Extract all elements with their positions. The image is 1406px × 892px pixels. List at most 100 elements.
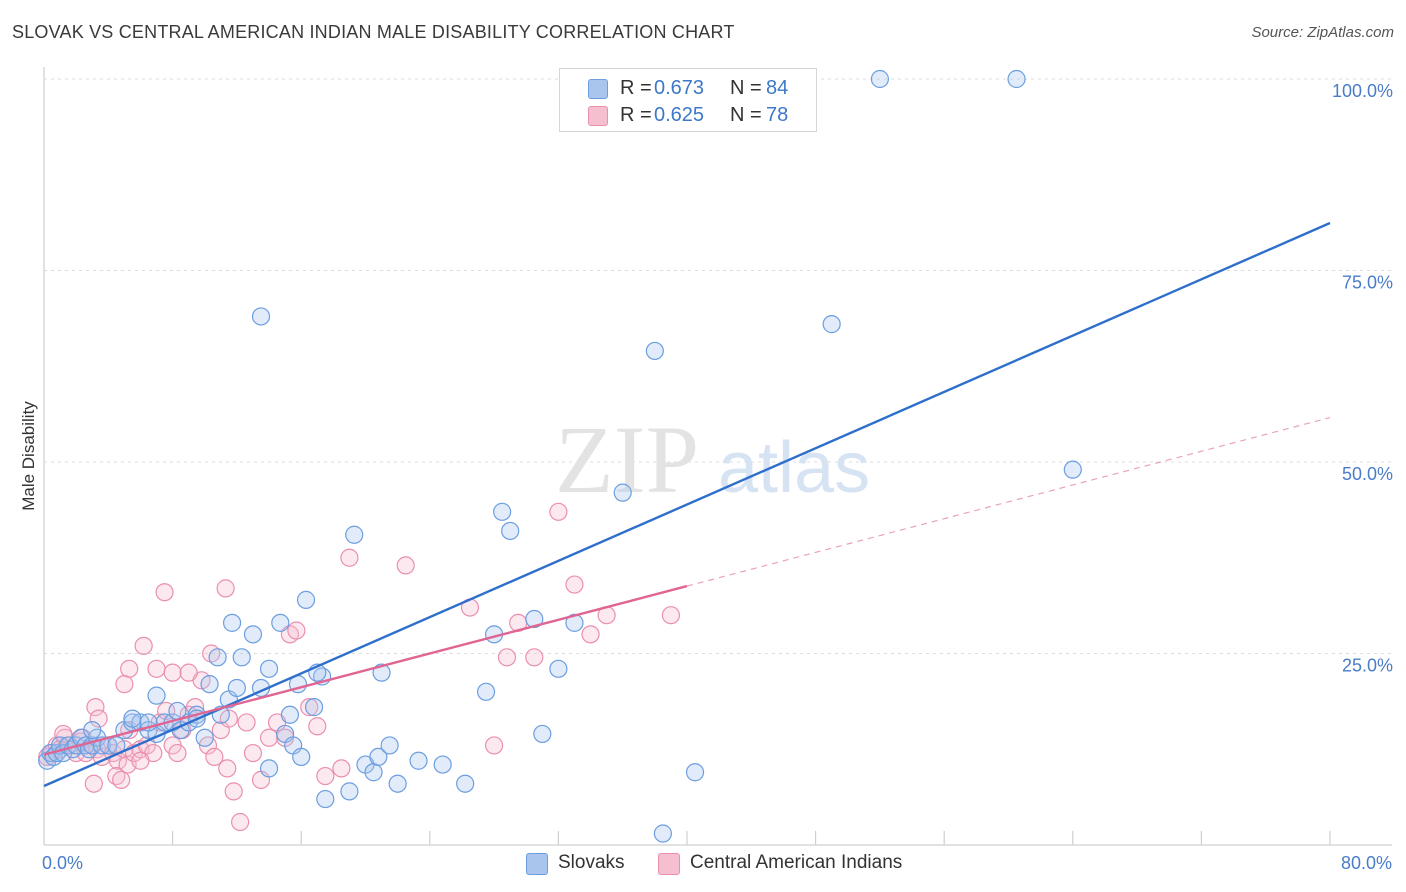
- data-point-slovaks: [645, 341, 664, 361]
- data-point-central-american-indians: [115, 675, 134, 694]
- data-point-slovaks: [195, 728, 214, 747]
- tick-labels: 25.0% 50.0% 75.0% 100.0% 0.0% 80.0%: [42, 81, 1393, 873]
- data-point-central-american-indians: [147, 659, 166, 678]
- data-point-slovaks: [1063, 460, 1082, 479]
- legend-n-value: 78: [766, 104, 789, 126]
- data-point-slovaks: [533, 724, 552, 744]
- data-point-central-american-indians: [155, 583, 174, 602]
- data-point-slovaks: [259, 759, 279, 778]
- legend-r-label: R =: [620, 104, 652, 126]
- data-point-slovaks: [243, 625, 263, 644]
- data-point-slovaks: [476, 682, 496, 701]
- data-point-central-american-indians: [497, 648, 517, 667]
- data-point-central-american-indians: [549, 502, 568, 521]
- axes: [43, 67, 1392, 846]
- data-point-slovaks: [685, 763, 705, 782]
- data-point-central-american-indians: [661, 606, 681, 625]
- data-point-slovaks: [123, 709, 142, 728]
- data-point-central-american-indians: [179, 663, 198, 682]
- data-point-central-american-indians: [163, 663, 182, 682]
- bottom-legend-swatch-slovaks: [526, 853, 548, 875]
- data-point-central-american-indians: [224, 782, 243, 801]
- data-point-slovaks: [296, 590, 316, 609]
- data-point-central-american-indians: [120, 659, 139, 678]
- source-label: Source: ZipAtlas.com: [1251, 24, 1394, 41]
- y-tick-label: 75.0%: [1342, 273, 1393, 293]
- data-point-slovaks: [525, 609, 544, 629]
- data-point-slovaks: [1007, 69, 1026, 89]
- trend-line-slovaks: [43, 221, 1331, 788]
- data-point-slovaks: [613, 483, 632, 502]
- data-point-central-american-indians: [259, 728, 279, 747]
- data-point-central-american-indians: [581, 625, 600, 644]
- data-point-central-american-indians: [287, 621, 306, 640]
- data-point-central-american-indians: [131, 751, 150, 770]
- watermark-zip: ZIP: [555, 406, 699, 513]
- data-point-slovaks: [822, 315, 841, 334]
- trend-lines: [43, 221, 1331, 788]
- legend-r-value: 0.673: [654, 77, 705, 99]
- data-point-slovaks: [870, 69, 890, 89]
- data-point-slovaks: [259, 659, 279, 678]
- legend-swatch-slovaks: [588, 79, 608, 99]
- data-point-slovaks: [456, 774, 475, 793]
- grid-lines: [44, 78, 1392, 654]
- data-point-central-american-indians: [168, 743, 187, 763]
- data-point-central-american-indians: [340, 548, 359, 567]
- data-point-slovaks: [280, 705, 300, 724]
- y-tick-label: 100.0%: [1332, 81, 1393, 101]
- data-point-slovaks: [345, 525, 364, 544]
- data-point-central-american-indians: [54, 724, 73, 744]
- data-point-central-american-indians: [396, 556, 415, 575]
- data-point-central-american-indians: [231, 812, 250, 832]
- legend-n-value: 84: [766, 77, 789, 99]
- data-point-slovaks: [501, 521, 520, 541]
- data-point-central-american-indians: [112, 770, 131, 789]
- data-point-central-american-indians: [84, 774, 103, 793]
- data-point-slovaks: [208, 648, 227, 667]
- trend-line-central-american-indians: [43, 584, 688, 756]
- data-point-slovaks: [364, 763, 383, 782]
- data-point-slovaks: [340, 782, 359, 801]
- data-point-slovaks: [316, 789, 335, 809]
- data-point-central-american-indians: [216, 579, 235, 598]
- x-tick-label: 0.0%: [42, 853, 83, 873]
- data-point-central-american-indians: [86, 698, 105, 717]
- x-tick-label: 80.0%: [1341, 853, 1392, 873]
- data-point-central-american-indians: [237, 713, 256, 732]
- data-point-slovaks: [653, 824, 672, 843]
- data-point-slovaks: [147, 686, 166, 705]
- data-point-slovaks: [493, 502, 512, 521]
- data-point-slovaks: [251, 307, 271, 326]
- watermark-atlas: atlas: [718, 428, 870, 508]
- bottom-legend-swatch-central-american-indians: [658, 853, 680, 875]
- legend-r-value: 0.625: [654, 104, 705, 126]
- bottom-legend-label: Slovaks: [558, 852, 625, 873]
- data-point-central-american-indians: [218, 759, 237, 778]
- data-points: [38, 69, 1082, 843]
- data-point-central-american-indians: [308, 717, 327, 736]
- legend-r-label: R =: [620, 77, 652, 99]
- data-point-central-american-indians: [205, 747, 224, 767]
- data-point-slovaks: [369, 747, 388, 767]
- bottom-legend-label: Central American Indians: [690, 852, 903, 873]
- data-point-slovaks: [232, 648, 251, 667]
- data-point-central-american-indians: [316, 766, 335, 786]
- data-point-slovaks: [409, 751, 428, 770]
- data-point-central-american-indians: [89, 709, 108, 728]
- data-point-central-american-indians: [525, 648, 544, 667]
- data-point-central-american-indians: [565, 575, 584, 594]
- trend-line-extension-central-american-indians: [686, 416, 1331, 587]
- data-point-central-american-indians: [300, 698, 319, 717]
- data-point-slovaks: [83, 720, 102, 740]
- legend-n-label: N =: [730, 77, 762, 99]
- data-point-central-american-indians: [134, 636, 153, 655]
- data-point-slovaks: [388, 774, 407, 793]
- legend: R = 0.673 N = 84 R = 0.625 N = 78: [559, 68, 817, 132]
- legend-row-slovaks: R = 0.673 N = 84: [560, 75, 816, 101]
- data-point-slovaks: [292, 747, 311, 767]
- watermark: ZIP atlas: [555, 406, 870, 513]
- data-point-central-american-indians: [243, 743, 263, 763]
- y-tick-label: 25.0%: [1342, 656, 1393, 676]
- legend-n-label: N =: [730, 104, 762, 126]
